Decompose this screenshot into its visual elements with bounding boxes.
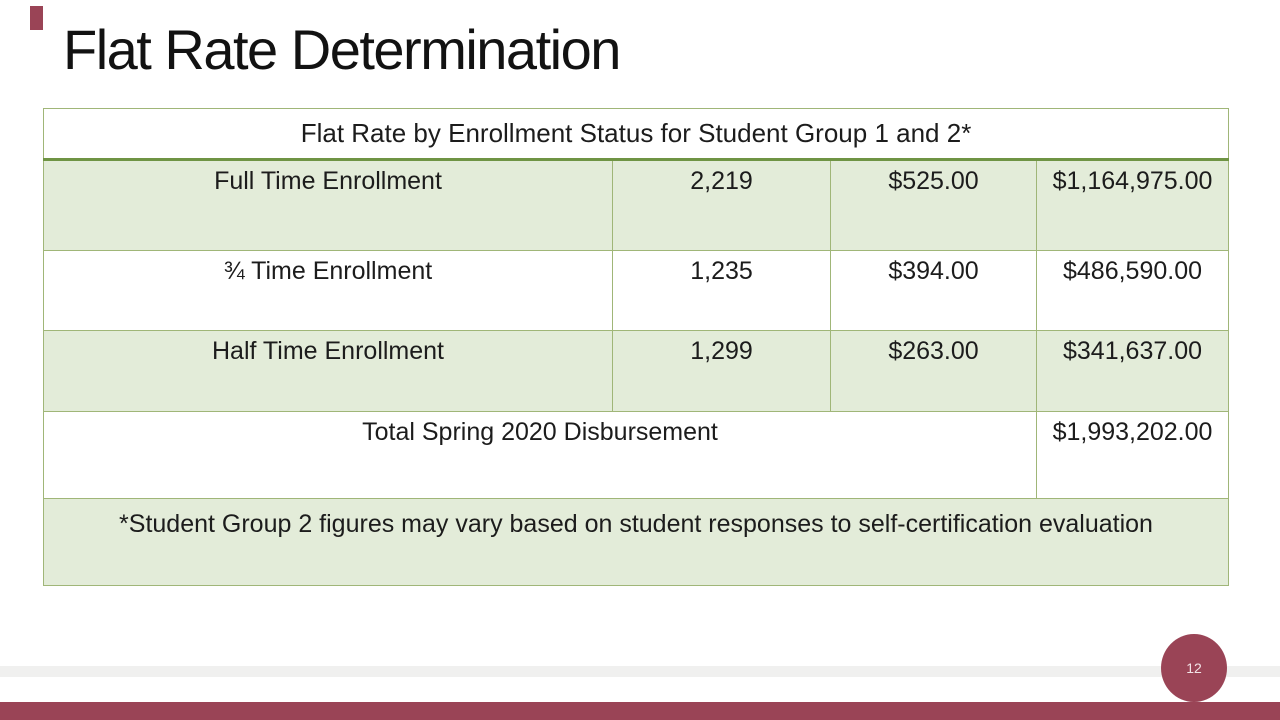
enrollment-label: Half Time Enrollment [43,330,613,412]
total-amount: $1,993,202.00 [1035,411,1230,499]
flat-rate: $263.00 [830,330,1037,412]
flat-rate-table: Flat Rate by Enrollment Status for Stude… [42,108,1230,586]
top-left-accent-bar [30,6,43,30]
disbursement-amount: $341,637.00 [1035,330,1230,412]
table-row-footnote: *Student Group 2 figures may vary based … [42,498,1230,586]
enrollment-label: ¾ Time Enrollment [43,250,613,331]
page-number: 12 [1186,660,1202,676]
table-row-total: Total Spring 2020 Disbursement $1,993,20… [43,411,1230,499]
enrollment-label: Full Time Enrollment [43,159,613,251]
page-number-badge: 12 [1161,634,1227,702]
slide-title: Flat Rate Determination [63,18,621,81]
total-label: Total Spring 2020 Disbursement [43,411,1037,499]
flat-rate: $394.00 [830,250,1037,331]
table-row-full-time: Full Time Enrollment 2,219 $525.00 $1,16… [43,159,1230,251]
student-count: 1,235 [612,250,831,331]
footer-gray-band [0,666,1280,677]
table-title-cell: Flat Rate by Enrollment Status for Stude… [42,108,1230,161]
student-count: 1,299 [612,330,831,412]
disbursement-amount: $486,590.00 [1035,250,1230,331]
footnote-text: *Student Group 2 figures may vary based … [42,498,1230,586]
table-row-half-time: Half Time Enrollment 1,299 $263.00 $341,… [43,330,1230,412]
table-row-three-quarter-time: ¾ Time Enrollment 1,235 $394.00 $486,590… [43,250,1230,331]
disbursement-amount: $1,164,975.00 [1035,159,1230,251]
bottom-accent-band [0,702,1280,720]
flat-rate: $525.00 [830,159,1037,251]
student-count: 2,219 [612,159,831,251]
table-header-row: Flat Rate by Enrollment Status for Stude… [42,108,1230,161]
